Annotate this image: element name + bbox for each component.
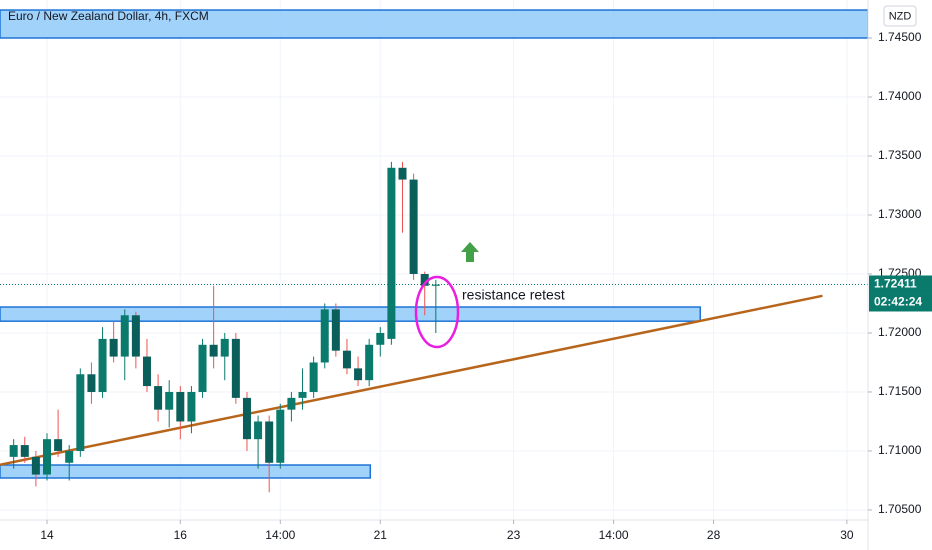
candle-body [398,167,407,180]
candle-body [120,315,129,357]
candle-body [9,445,18,457]
x-tick-label: 23 [507,528,521,542]
y-tick-label: 1.74500 [878,30,922,44]
x-tick-label: 14:00 [599,528,629,542]
candle-body [54,439,63,451]
candle-body [131,315,140,357]
candle-body [287,397,296,410]
x-tick-label: 16 [174,528,188,542]
y-tick-label: 1.71000 [878,443,922,457]
candle-body [309,362,318,392]
y-tick-label: 1.71500 [878,384,922,398]
candle-body [209,344,218,357]
last-price-label: 1.72411 [874,277,917,291]
highlight-circle [414,275,460,349]
last-price-badge [869,275,932,294]
x-tick-label: 14 [40,528,54,542]
candle-body [242,397,251,440]
candle-body [231,338,240,398]
y-tick-label: 1.74000 [878,89,922,103]
x-tick-label: 28 [707,528,721,542]
zone [0,464,372,479]
y-tick-label: 1.70500 [878,502,922,516]
currency-label[interactable]: NZD [889,10,912,22]
candle-body [420,273,429,286]
currency-button[interactable] [883,5,917,27]
candle-body [154,386,163,410]
candle-body [276,409,285,463]
y-tick-label: 1.72000 [878,325,922,339]
candle-body [31,456,40,475]
candle-body [109,338,118,357]
x-tick-label: 14:00 [265,528,295,542]
candle-body [42,439,51,475]
candle-body [20,445,29,457]
annotation-text: resistance retest [462,287,565,303]
plot-area [0,9,868,493]
zone [0,306,701,322]
candle-body [220,338,229,357]
candle-body [365,344,374,381]
candle-body [98,338,107,392]
candle-body [165,391,174,410]
candle-body [176,391,185,422]
trend-line [0,294,823,467]
x-tick-label: 30 [840,528,854,542]
candle-body [76,374,85,451]
chart-title: Euro / New Zealand Dollar, 4h, FXCM [8,9,209,23]
candle-body [198,344,207,392]
axes: 1.705001.710001.715001.720001.725001.730… [40,30,932,542]
x-tick-label: 21 [374,528,388,542]
countdown-badge [869,293,932,312]
candle-body [265,421,274,463]
y-tick-label: 1.73000 [878,207,922,221]
candle-body [65,450,74,463]
zone [0,9,868,39]
countdown-label: 02:42:24 [874,295,922,309]
candle-body [87,374,96,392]
candle-body [342,350,351,369]
candle-body [376,332,385,345]
candle-body [331,309,340,351]
candle-body [431,284,440,286]
candle-body [354,368,363,381]
up-arrow [461,242,479,262]
y-tick-label: 1.73500 [878,148,922,162]
candle-body [409,179,418,274]
candle-body [320,309,329,363]
candle-body [187,391,196,422]
candle-body [387,167,396,339]
candle-body [298,391,307,398]
candle-body [254,421,263,440]
candle-body [142,356,151,387]
